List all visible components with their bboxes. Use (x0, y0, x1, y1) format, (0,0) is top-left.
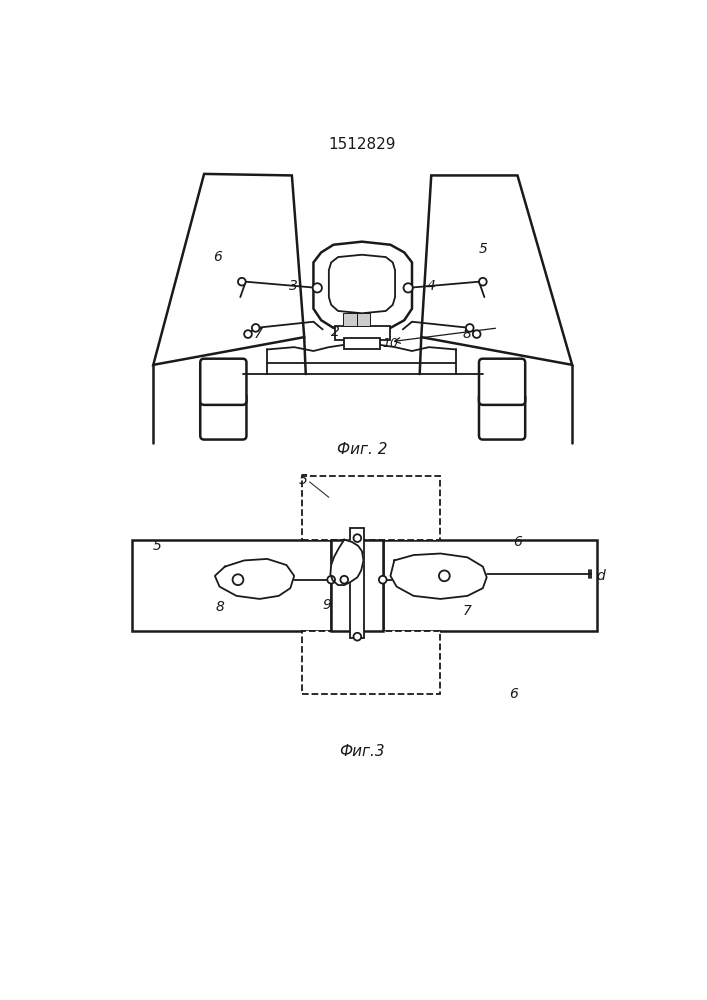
Circle shape (466, 324, 474, 332)
FancyBboxPatch shape (200, 359, 247, 405)
Bar (356, 312, 370, 326)
Polygon shape (329, 255, 395, 313)
Circle shape (244, 330, 252, 338)
Polygon shape (313, 242, 412, 331)
Text: 9: 9 (323, 598, 332, 612)
Circle shape (439, 570, 450, 581)
Bar (382, 540, 597, 631)
Text: Фиг.3: Фиг.3 (339, 744, 385, 759)
Text: 6: 6 (513, 535, 522, 549)
Text: 8: 8 (215, 600, 224, 614)
Text: 7: 7 (463, 604, 472, 618)
Text: d: d (597, 569, 606, 583)
Text: 6: 6 (213, 250, 221, 264)
Text: 5: 5 (479, 242, 487, 256)
Bar (335, 326, 390, 340)
Circle shape (238, 278, 246, 286)
Circle shape (379, 576, 387, 584)
Circle shape (473, 330, 481, 338)
Bar (351, 528, 364, 638)
Circle shape (252, 324, 259, 332)
Text: 1512829: 1512829 (328, 137, 396, 152)
Polygon shape (153, 174, 304, 365)
Text: 8: 8 (463, 327, 472, 341)
FancyBboxPatch shape (200, 393, 247, 440)
Circle shape (404, 283, 413, 292)
Bar (343, 312, 356, 326)
Text: 4: 4 (427, 279, 436, 293)
Text: 5: 5 (153, 539, 162, 553)
Text: 3: 3 (289, 279, 298, 293)
Polygon shape (330, 540, 363, 585)
Polygon shape (421, 175, 572, 365)
Polygon shape (215, 559, 294, 599)
Circle shape (354, 534, 361, 542)
Text: Фиг. 2: Фиг. 2 (337, 442, 387, 457)
Bar (331, 540, 382, 631)
FancyBboxPatch shape (479, 393, 525, 440)
Text: 6: 6 (509, 687, 518, 701)
Text: 2: 2 (331, 325, 339, 339)
Circle shape (327, 576, 335, 584)
Text: 10: 10 (382, 337, 399, 350)
Text: 5: 5 (298, 473, 308, 487)
FancyBboxPatch shape (479, 359, 525, 405)
Bar (132, 540, 331, 631)
Polygon shape (390, 554, 486, 599)
Circle shape (340, 576, 348, 584)
Circle shape (233, 574, 243, 585)
Circle shape (354, 633, 361, 641)
Text: 7: 7 (254, 327, 262, 341)
Bar (302, 631, 440, 694)
Circle shape (312, 283, 322, 292)
Circle shape (479, 278, 486, 286)
Bar (344, 338, 380, 349)
Bar (302, 476, 440, 540)
